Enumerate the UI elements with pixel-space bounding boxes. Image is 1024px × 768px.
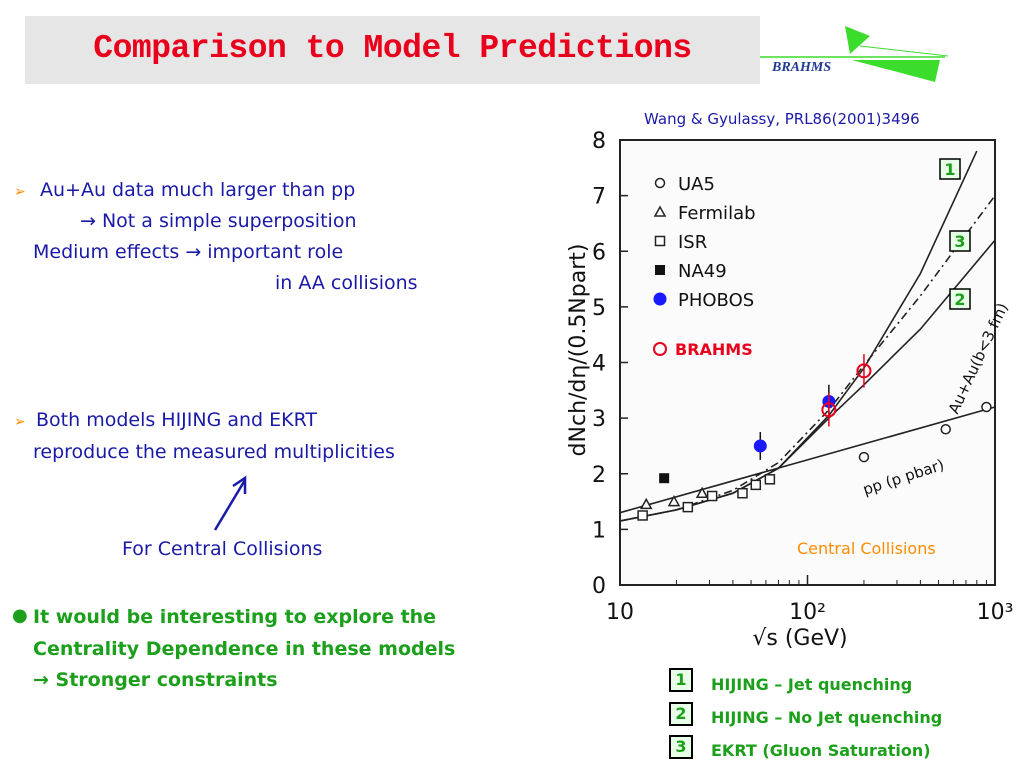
legend-marker bbox=[654, 177, 666, 189]
plot-frame bbox=[619, 139, 996, 586]
legend-marker bbox=[654, 235, 666, 247]
curve-label-box-3 bbox=[949, 230, 971, 252]
dot-bullet-icon: ● bbox=[12, 605, 28, 626]
brahms-legend-marker bbox=[653, 342, 667, 356]
y-axis-label: dNch/dη/(0.5Npart) bbox=[566, 244, 591, 457]
data-point-isr bbox=[637, 510, 648, 521]
central-collisions-label: Central Collisions bbox=[797, 539, 936, 558]
arrow-caption: For Central Collisions bbox=[122, 538, 323, 560]
y-tick-label: 1 bbox=[592, 518, 606, 543]
legend-marker bbox=[655, 265, 665, 275]
reference-citation: Wang & Gyulassy, PRL86(2001)3496 bbox=[644, 110, 920, 128]
legend-marker bbox=[653, 292, 667, 306]
x-tick-label: 10³ bbox=[977, 600, 1014, 625]
bullet-2-line-2: reproduce the measured multiplicities bbox=[33, 441, 395, 463]
title-bar: Comparison to Model Predictions bbox=[25, 16, 760, 84]
bullet-1-line-4: in AA collisions bbox=[275, 272, 418, 294]
data-point-phobos bbox=[753, 439, 767, 453]
x-tick-label: 10 bbox=[606, 600, 634, 625]
bullet-arrow-icon: ➢ bbox=[14, 414, 26, 430]
data-point-fermilab bbox=[695, 486, 709, 498]
key-box-3: 3 bbox=[669, 735, 693, 759]
bullet-arrow-icon: ➢ bbox=[14, 184, 26, 200]
data-point-brahms bbox=[856, 363, 872, 379]
y-tick-label: 0 bbox=[592, 574, 606, 599]
legend-label: UA5 bbox=[678, 174, 715, 195]
legend-marker bbox=[653, 205, 667, 217]
data-point-na49 bbox=[659, 473, 670, 484]
bullet-1-line-1: Au+Au data much larger than pp bbox=[40, 179, 356, 201]
data-point-fermilab bbox=[667, 495, 681, 507]
curve-label-2: 2 bbox=[954, 290, 965, 309]
legend-label: Fermilab bbox=[678, 203, 756, 224]
data-point-fermilab bbox=[639, 497, 653, 510]
curve-pp bbox=[619, 406, 996, 514]
x-tick-label: 10² bbox=[789, 600, 826, 625]
brahms-logo bbox=[760, 26, 949, 82]
data-point-ua5 bbox=[858, 451, 870, 463]
key-box-2: 2 bbox=[669, 702, 693, 726]
data-point-isr bbox=[764, 474, 776, 485]
y-tick-label: 3 bbox=[592, 407, 606, 432]
key-box-1: 1 bbox=[669, 668, 693, 692]
bullet-2-line-1: Both models HIJING and EKRT bbox=[36, 409, 318, 431]
data-point-isr bbox=[737, 487, 748, 499]
legend-label: NA49 bbox=[678, 261, 727, 282]
curve-label-box-2 bbox=[949, 288, 971, 310]
bullet-1-line-2: → Not a simple superposition bbox=[80, 210, 357, 232]
y-tick-label: 2 bbox=[592, 463, 606, 488]
curve-label-box-1 bbox=[939, 158, 961, 180]
data-point-ua5 bbox=[981, 401, 992, 413]
data-point-ua5 bbox=[940, 424, 951, 435]
y-tick-label: 8 bbox=[592, 129, 606, 154]
legend-label: ISR bbox=[678, 232, 707, 253]
curve-label-1: 1 bbox=[944, 160, 955, 179]
key-label-3: EKRT (Gluon Saturation) bbox=[711, 741, 931, 760]
slide-title: Comparison to Model Predictions bbox=[93, 30, 692, 67]
green-bullet-line-3: → Stronger constraints bbox=[33, 669, 278, 691]
green-bullet-line-1: It would be interesting to explore the bbox=[33, 606, 437, 628]
pointer-arrow-icon bbox=[213, 475, 247, 531]
y-tick-label: 6 bbox=[592, 240, 606, 265]
data-point-brahms bbox=[821, 402, 837, 418]
data-point-isr bbox=[706, 490, 718, 502]
green-bullet-line-2: Centrality Dependence in these models bbox=[33, 638, 456, 660]
curve-label-3: 3 bbox=[954, 232, 965, 251]
y-tick-label: 5 bbox=[592, 296, 606, 321]
y-tick-label: 7 bbox=[592, 185, 606, 210]
legend-label: PHOBOS bbox=[678, 290, 754, 311]
data-point-isr bbox=[682, 501, 694, 513]
bullet-1-line-3: Medium effects → important role bbox=[33, 241, 344, 263]
y-tick-label: 4 bbox=[592, 352, 606, 377]
key-label-1: HIJING – Jet quenching bbox=[711, 675, 913, 694]
x-axis-label: √s (GeV) bbox=[752, 626, 847, 651]
logo-label: BRAHMS bbox=[772, 60, 832, 75]
multiplicity-chart: 10 10² 10³ 0 1 2 3 4 5 6 7 8 UA5 Fermilab ISR NA49 PHO… bbox=[566, 129, 1014, 651]
brahms-legend-label: BRAHMS bbox=[675, 340, 753, 359]
key-label-2: HIJING – No Jet quenching bbox=[711, 708, 943, 727]
data-point-isr bbox=[750, 479, 762, 491]
